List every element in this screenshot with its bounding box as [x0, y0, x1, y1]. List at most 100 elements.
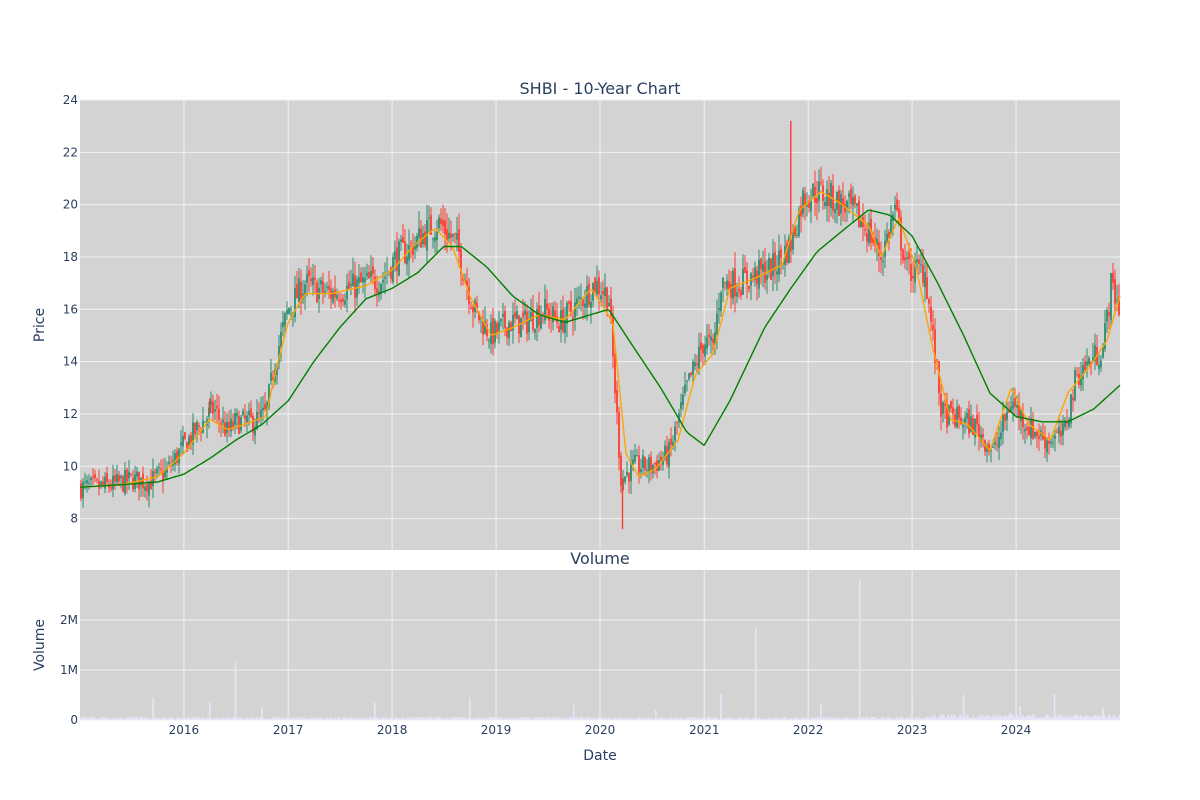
- candle-body: [510, 322, 512, 332]
- candle-body: [680, 402, 682, 409]
- candle-body: [996, 444, 998, 446]
- candle-body: [1100, 360, 1102, 368]
- candle-body: [500, 318, 502, 322]
- candle-body: [114, 475, 116, 482]
- candle-body: [312, 277, 314, 285]
- candle-body: [116, 473, 118, 483]
- price-y-tick-label: 14: [63, 355, 78, 369]
- candle-body: [898, 207, 900, 221]
- candle-body: [768, 257, 770, 272]
- candle-body: [714, 332, 716, 346]
- candle-body: [734, 268, 736, 297]
- candle-body: [574, 302, 576, 318]
- candle-body: [740, 290, 742, 296]
- candle-body: [774, 251, 776, 271]
- candle-body: [542, 313, 544, 316]
- candle-body: [316, 282, 318, 303]
- candle-body: [672, 441, 674, 447]
- candle-body: [1024, 429, 1026, 432]
- candle-body: [442, 219, 444, 227]
- candle-body: [194, 423, 196, 435]
- candle-body: [562, 309, 564, 332]
- candle-body: [198, 425, 200, 427]
- candle-body: [522, 312, 524, 318]
- candle-body: [688, 373, 690, 380]
- price-y-tick-label: 10: [63, 459, 78, 473]
- candle-body: [502, 314, 504, 317]
- candle-body: [788, 236, 790, 264]
- candle-body: [546, 303, 548, 310]
- candle-body: [372, 266, 374, 274]
- candle-body: [418, 228, 420, 238]
- candle-body: [706, 337, 708, 349]
- candle-body: [186, 442, 188, 452]
- candle-body: [298, 278, 300, 302]
- candle-body: [890, 218, 892, 235]
- candle-body: [1110, 273, 1112, 320]
- candle-body: [618, 412, 620, 458]
- candle-body: [1002, 414, 1004, 433]
- candle-body: [846, 200, 848, 210]
- candle-body: [862, 217, 864, 228]
- candle-body: [536, 309, 538, 328]
- volume-x-ticks: 2016 2017 2018 2019 2020 2021 2022 2023 2024: [169, 723, 1032, 737]
- candle-body: [718, 308, 720, 311]
- candle-body: [970, 416, 972, 432]
- candle-body: [748, 285, 750, 289]
- candle-body: [602, 290, 604, 295]
- candle-body: [828, 192, 830, 207]
- candle-body: [1048, 440, 1050, 444]
- candle-body: [1034, 431, 1036, 437]
- candle-body: [912, 275, 914, 279]
- candle-body: [222, 419, 224, 423]
- candle-body: [544, 298, 546, 321]
- candle-body: [290, 309, 292, 311]
- candle-body: [276, 364, 278, 375]
- candle-body: [598, 277, 600, 295]
- candle-body: [790, 239, 792, 252]
- candle-body: [878, 242, 880, 256]
- candle-body: [736, 292, 738, 297]
- candle-body: [278, 346, 280, 362]
- candle-body: [190, 435, 192, 444]
- x-tick-label: 2016: [169, 723, 200, 737]
- candle-body: [300, 281, 302, 303]
- candle-body: [230, 418, 232, 432]
- candle-body: [720, 292, 722, 312]
- candle-body: [382, 279, 384, 283]
- candle-body: [908, 252, 910, 260]
- candle-body: [428, 217, 430, 219]
- candle-body: [1020, 409, 1022, 422]
- candle-body: [414, 243, 416, 250]
- candle-body: [1060, 430, 1062, 437]
- candle-body: [524, 310, 526, 315]
- candle-body: [238, 415, 240, 434]
- candle-body: [1036, 431, 1038, 437]
- candle-body: [794, 227, 796, 236]
- candle-body: [968, 409, 970, 434]
- candle-body: [456, 233, 458, 240]
- candle-body: [526, 311, 528, 334]
- candle-body: [380, 283, 382, 294]
- candle-body: [992, 446, 994, 448]
- candle-body: [668, 442, 670, 467]
- volume-chart-title: Volume: [570, 549, 630, 568]
- candle-body: [744, 266, 746, 273]
- candle-body: [160, 468, 162, 470]
- candle-body: [346, 285, 348, 300]
- volume-bars: [80, 580, 1120, 720]
- candle-body: [800, 206, 802, 217]
- candle-body: [472, 307, 474, 313]
- candle-body: [712, 338, 714, 343]
- candle-body: [184, 432, 186, 439]
- candle-body: [1012, 401, 1014, 409]
- candle-body: [856, 203, 858, 206]
- candle-body: [576, 298, 578, 305]
- candle-body: [430, 215, 432, 235]
- candle-body: [360, 272, 362, 283]
- candle-body: [416, 235, 418, 249]
- candle-body: [192, 422, 194, 445]
- x-tick-label: 2024: [1001, 723, 1032, 737]
- candle-body: [988, 443, 990, 452]
- candle-body: [882, 260, 884, 263]
